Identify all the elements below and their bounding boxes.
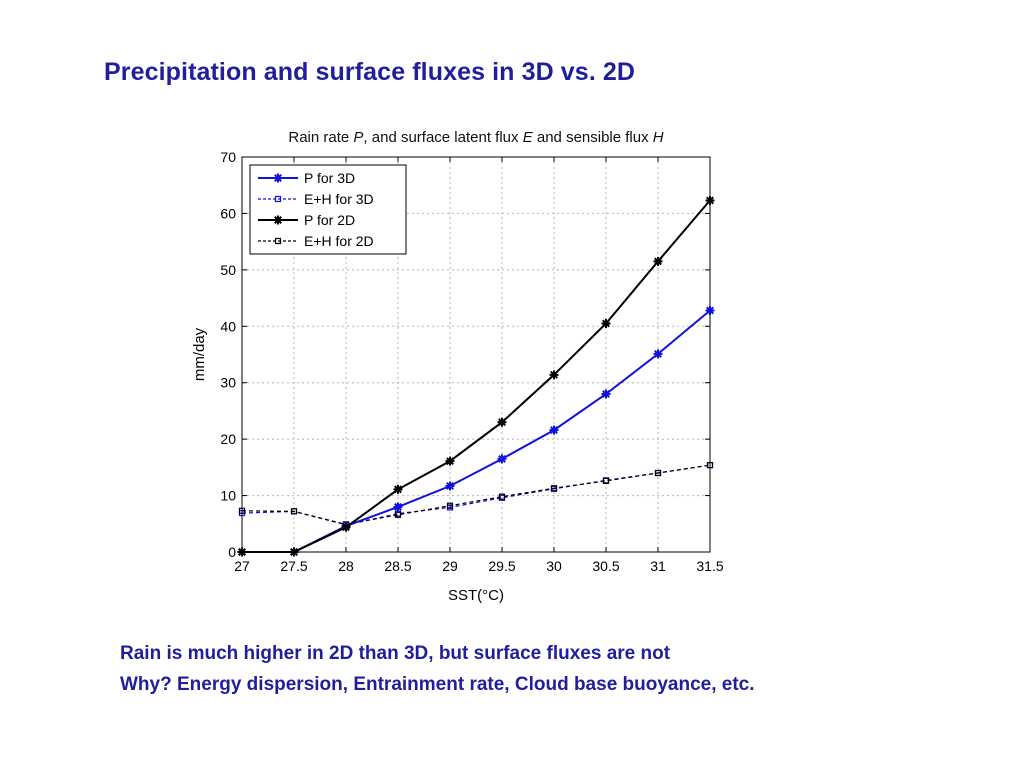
data-point — [498, 493, 506, 500]
data-point — [601, 318, 611, 328]
data-point — [706, 462, 714, 469]
x-tick-label: 30.5 — [592, 558, 619, 574]
data-point — [602, 477, 610, 484]
slide-title: Precipitation and surface fluxes in 3D v… — [104, 58, 636, 86]
data-point — [290, 508, 298, 515]
line-chart: Rain rate P, and surface latent flux E a… — [191, 129, 724, 604]
y-tick-label: 50 — [220, 262, 236, 278]
data-point — [549, 370, 559, 380]
data-point — [238, 507, 246, 514]
data-point — [394, 511, 402, 518]
data-point — [705, 305, 715, 315]
chart-title-part: Rain rate — [288, 129, 353, 146]
x-axis-label: SST(°C) — [448, 587, 504, 604]
data-point — [445, 456, 455, 466]
data-point — [549, 425, 559, 435]
data-point — [654, 469, 662, 477]
data-point — [497, 417, 507, 427]
legend-marker — [273, 215, 283, 225]
axes-box — [241, 156, 711, 553]
legend-item: E+H for 3D — [258, 191, 374, 207]
data-point — [446, 502, 454, 509]
x-tick-label: 29.5 — [488, 558, 515, 574]
legend-marker — [274, 237, 282, 245]
chart-title-part: , and surface latent flux — [363, 129, 522, 146]
x-tick-label: 29 — [442, 558, 458, 574]
data-point — [393, 502, 403, 512]
legend-label: P for 2D — [304, 212, 355, 228]
chart-title-part: P — [353, 129, 363, 146]
legend-label: E+H for 3D — [304, 191, 374, 207]
data-point — [601, 389, 611, 399]
chart-title-part: E — [523, 129, 534, 146]
y-tick-label: 20 — [220, 431, 236, 447]
x-tick-label: 28 — [338, 558, 354, 574]
x-tick-label: 30 — [546, 558, 562, 574]
data-point — [237, 547, 247, 557]
legend-label: P for 3D — [304, 170, 355, 186]
note-line-1: Rain is much higher in 2D than 3D, but s… — [120, 643, 671, 664]
y-tick-label: 30 — [220, 375, 236, 391]
x-tick-label: 28.5 — [384, 558, 411, 574]
note-line-2: Why? Energy dispersion, Entrainment rate… — [120, 674, 755, 695]
chart-title-part: and sensible flux — [533, 129, 653, 146]
legend-item: P for 2D — [258, 212, 355, 228]
data-point — [653, 349, 663, 359]
x-tick-label: 31 — [650, 558, 666, 574]
data-point — [497, 454, 507, 464]
legend-item: P for 3D — [258, 170, 355, 186]
data-point — [393, 484, 403, 494]
legend-item: E+H for 2D — [258, 233, 374, 249]
x-tick-label: 27 — [234, 558, 250, 574]
y-tick-label: 70 — [220, 149, 236, 165]
legend-marker — [273, 173, 283, 183]
chart-title-part: H — [653, 129, 664, 146]
data-point — [653, 256, 663, 266]
data-point — [445, 481, 455, 491]
y-axis-label: mm/day — [191, 327, 208, 381]
x-tick-label: 31.5 — [696, 558, 723, 574]
series-line — [241, 464, 711, 526]
y-tick-label: 0 — [228, 544, 236, 560]
series-line — [242, 199, 711, 553]
y-tick-label: 40 — [220, 318, 236, 334]
series-p-for-2d — [237, 195, 715, 557]
legend-label: E+H for 2D — [304, 233, 374, 249]
legend-marker — [274, 195, 282, 203]
x-tick-label: 27.5 — [280, 558, 307, 574]
y-tick-label: 60 — [220, 205, 236, 221]
series-e-h-for-2d — [238, 462, 714, 528]
y-tick-label: 10 — [220, 488, 236, 504]
data-point — [705, 195, 715, 205]
data-point — [289, 547, 299, 557]
slide-notes: Rain is much higher in 2D than 3D, but s… — [120, 638, 755, 700]
data-point — [341, 522, 351, 532]
data-point — [550, 485, 558, 492]
legend: P for 3D E+H for 3D P for 2D E+H for 2D — [249, 164, 407, 255]
chart-title: Rain rate P, and surface latent flux E a… — [288, 129, 663, 146]
